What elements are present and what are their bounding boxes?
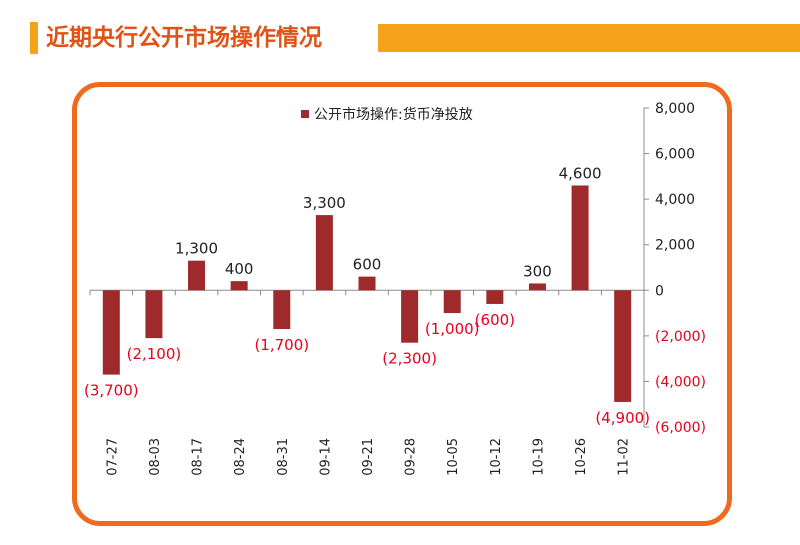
bar [315, 215, 333, 291]
bar [443, 290, 461, 314]
x-tick-label: 08-17 [191, 438, 206, 476]
x-tick-label: 10-26 [574, 438, 589, 476]
x-tick-label: 10-12 [489, 438, 504, 476]
x-tick-labels: 07-27 08-03 08-17 08-24 08-31 09-14 09-21 09-28… [105, 438, 631, 476]
data-label: (3,700) [84, 382, 139, 400]
x-tick-label: 09-28 [404, 438, 419, 476]
data-label: 600 [353, 256, 382, 274]
data-label: (1,000) [425, 320, 480, 338]
x-tick-label: 09-21 [361, 438, 376, 476]
bar [528, 283, 546, 291]
data-label: 300 [523, 262, 552, 280]
y-tick-labels: 8,000 6,000 4,000 2,000 0 (2,000) (4,000) (6,00… [655, 101, 706, 436]
y-tick-label: (4,000) [655, 374, 706, 390]
bar [145, 290, 163, 339]
data-label: (2,300) [382, 350, 437, 368]
bar [102, 290, 120, 375]
y-tick-label: 8,000 [655, 101, 695, 117]
legend-label: 公开市场操作:货币净投放 [314, 106, 473, 123]
page-title: 近期央行公开市场操作情况 [46, 24, 322, 51]
header-accent-bar [30, 22, 38, 54]
x-tick-label: 07-27 [105, 438, 120, 476]
y-tick-label: 4,000 [655, 192, 695, 208]
y-tick-label: (6,000) [655, 420, 706, 436]
data-label: 4,600 [559, 164, 602, 182]
x-tick-label: 10-05 [446, 438, 461, 476]
x-tick-label: 08-24 [233, 438, 248, 476]
data-label: 400 [225, 260, 254, 278]
data-label: (600) [475, 311, 515, 329]
x-tick-label: 08-03 [148, 438, 163, 476]
bar [230, 281, 248, 291]
data-label: 1,300 [175, 240, 218, 258]
data-labels: (3,700) (2,100) 1,300 400 (1,700) 3,300 600 (2,… [84, 164, 650, 426]
bar [614, 290, 632, 402]
bar [273, 290, 291, 330]
chart-legend: 公开市场操作:货币净投放 [301, 106, 473, 123]
y-tick-label: 2,000 [655, 238, 695, 254]
bar [486, 290, 504, 304]
y-tick-label: 6,000 [655, 147, 695, 163]
legend-swatch [301, 110, 309, 118]
bar [188, 260, 206, 291]
page-header: 近期央行公开市场操作情况 [0, 16, 800, 60]
y-tick-label: (2,000) [655, 329, 706, 345]
x-tick-label: 09-14 [318, 438, 333, 476]
x-tick-label: 11-02 [617, 438, 632, 476]
data-label: (2,100) [127, 345, 182, 363]
x-tick-label: 08-31 [276, 438, 291, 476]
x-tick-label: 10-19 [531, 438, 546, 476]
bar [358, 276, 376, 291]
data-label: (1,700) [254, 336, 309, 354]
header-decor-bar [378, 24, 800, 52]
bar [571, 185, 589, 291]
data-label: 3,300 [303, 194, 346, 212]
bar [401, 290, 419, 343]
chart-bars [102, 185, 632, 402]
y-tick-label: 0 [655, 283, 664, 299]
data-label: (4,900) [595, 409, 650, 427]
